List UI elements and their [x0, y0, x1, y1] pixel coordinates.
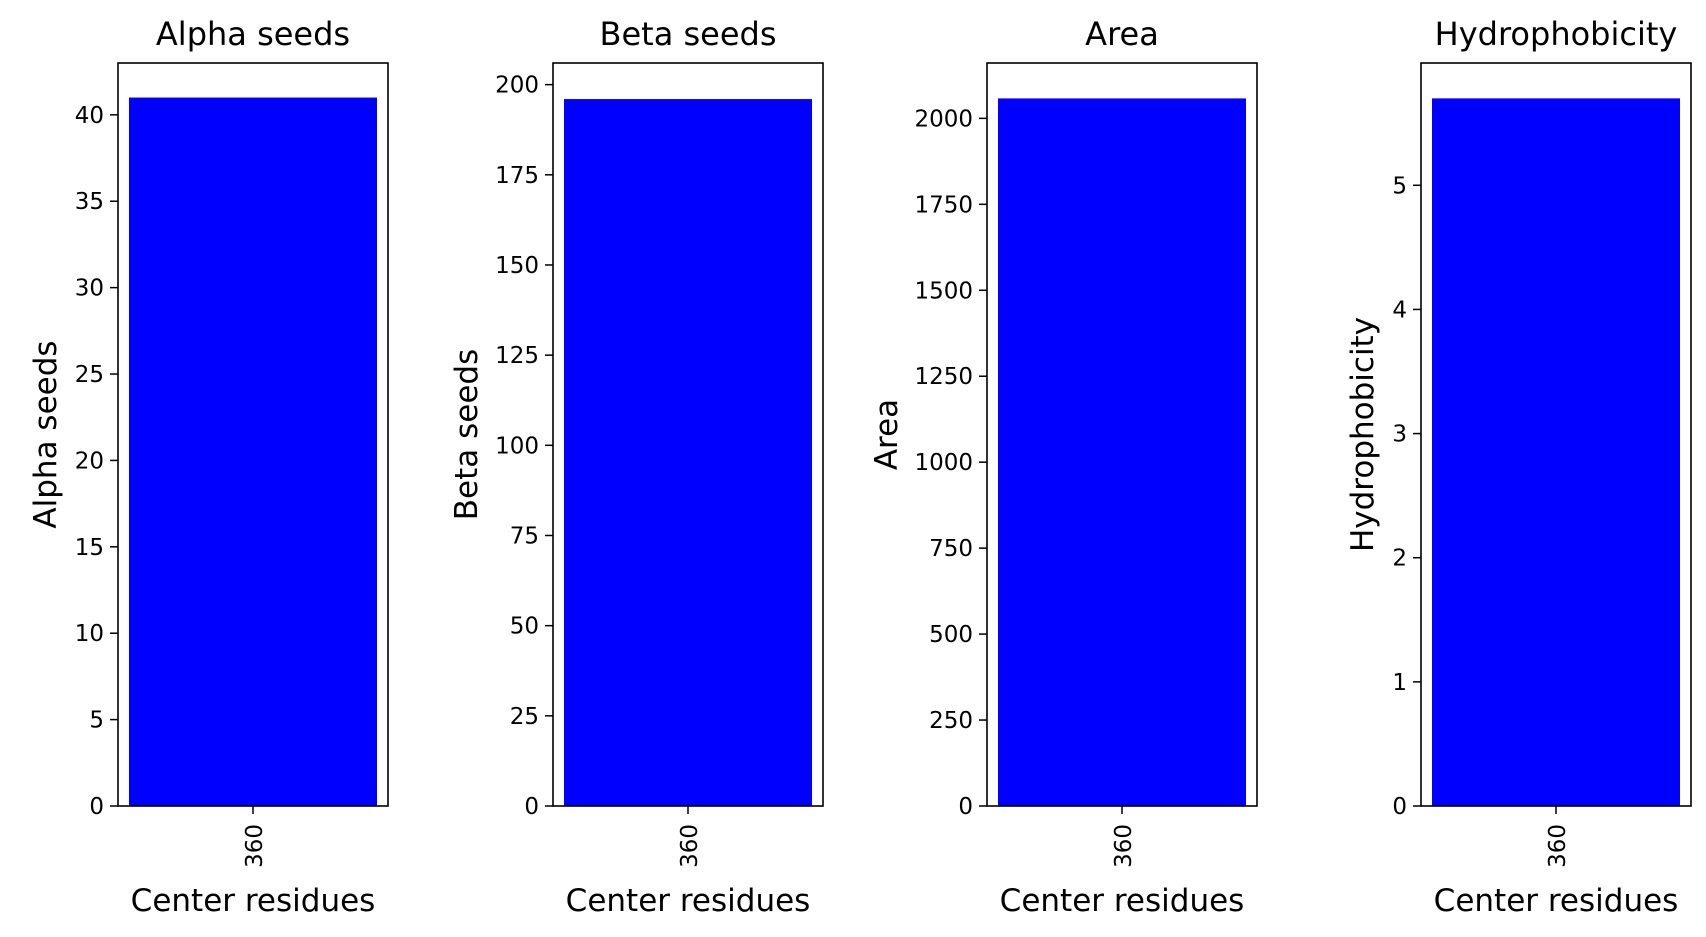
y-tick-label: 0: [958, 794, 973, 820]
y-tick-label: 5: [89, 708, 104, 734]
x-axis-label: Center residues: [566, 883, 811, 919]
y-tick-label: 175: [495, 163, 539, 189]
y-tick-label: 125: [495, 343, 539, 369]
x-tick-label: 360: [1111, 824, 1137, 868]
chart-panel: 0 25 50 75 100 125 150 175 200 360 Beta seeds Cente…: [449, 15, 824, 919]
y-tick-label: 0: [524, 794, 539, 820]
chart-panel: 0 250 500 750 1000 1250 1500 1750 2000 360 Area Cen…: [869, 15, 1258, 919]
y-tick-label: 250: [929, 708, 973, 734]
x-tick-label: 360: [242, 824, 268, 868]
chart-panel: 0 1 2 3 4 5 360 Hydrophobicity Center residues Hy…: [1345, 15, 1692, 919]
y-tick-label: 2: [1392, 546, 1407, 572]
y-tick-label: 1250: [914, 364, 973, 390]
bar: [998, 98, 1246, 806]
y-tick-label: 40: [75, 103, 104, 129]
y-tick-label: 15: [75, 535, 104, 561]
x-axis-label: Center residues: [1000, 883, 1245, 919]
bar: [564, 99, 812, 806]
y-tick-label: 25: [75, 362, 104, 388]
y-tick-label: 750: [929, 536, 973, 562]
x-tick-label: 360: [1545, 824, 1571, 868]
y-tick-label: 25: [510, 704, 539, 730]
y-tick-label: 0: [89, 794, 104, 820]
chart-title: Hydrophobicity: [1435, 15, 1678, 53]
y-tick-label: 200: [495, 73, 539, 99]
y-axis-label: Hydrophobicity: [1345, 317, 1381, 552]
y-tick-label: 100: [495, 433, 539, 459]
y-tick-label: 30: [75, 276, 104, 302]
y-axis-label: Area: [869, 399, 905, 470]
chart-panel: 0 5 10 15 20 25 30 35 40 360 Alpha seeds Center res…: [28, 15, 389, 919]
chart-title: Beta seeds: [600, 15, 777, 53]
chart-title: Area: [1085, 15, 1159, 53]
y-tick-label: 4: [1392, 297, 1407, 323]
y-tick-label: 3: [1392, 422, 1407, 448]
y-tick-label: 150: [495, 253, 539, 279]
y-tick-label: 1: [1392, 670, 1407, 696]
y-tick-label: 1500: [914, 278, 973, 304]
x-axis-label: Center residues: [1434, 883, 1679, 919]
y-axis-label: Alpha seeds: [28, 340, 64, 528]
y-tick-label: 5: [1392, 173, 1407, 199]
y-tick-label: 10: [75, 621, 104, 647]
y-tick-label: 1000: [914, 450, 973, 476]
x-axis-label: Center residues: [131, 883, 376, 919]
y-axis-label: Beta seeds: [449, 349, 485, 520]
y-tick-label: 75: [510, 523, 539, 549]
y-tick-label: 1750: [914, 192, 973, 218]
bar: [129, 97, 377, 807]
y-tick-label: 2000: [914, 106, 973, 132]
y-tick-label: 20: [75, 448, 104, 474]
chart-title: Alpha seeds: [156, 15, 350, 53]
y-tick-label: 500: [929, 622, 973, 648]
y-tick-label: 0: [1392, 794, 1407, 820]
x-tick-label: 360: [677, 824, 703, 868]
bar: [1432, 98, 1680, 806]
y-tick-label: 35: [75, 189, 104, 215]
y-tick-label: 50: [510, 614, 539, 640]
